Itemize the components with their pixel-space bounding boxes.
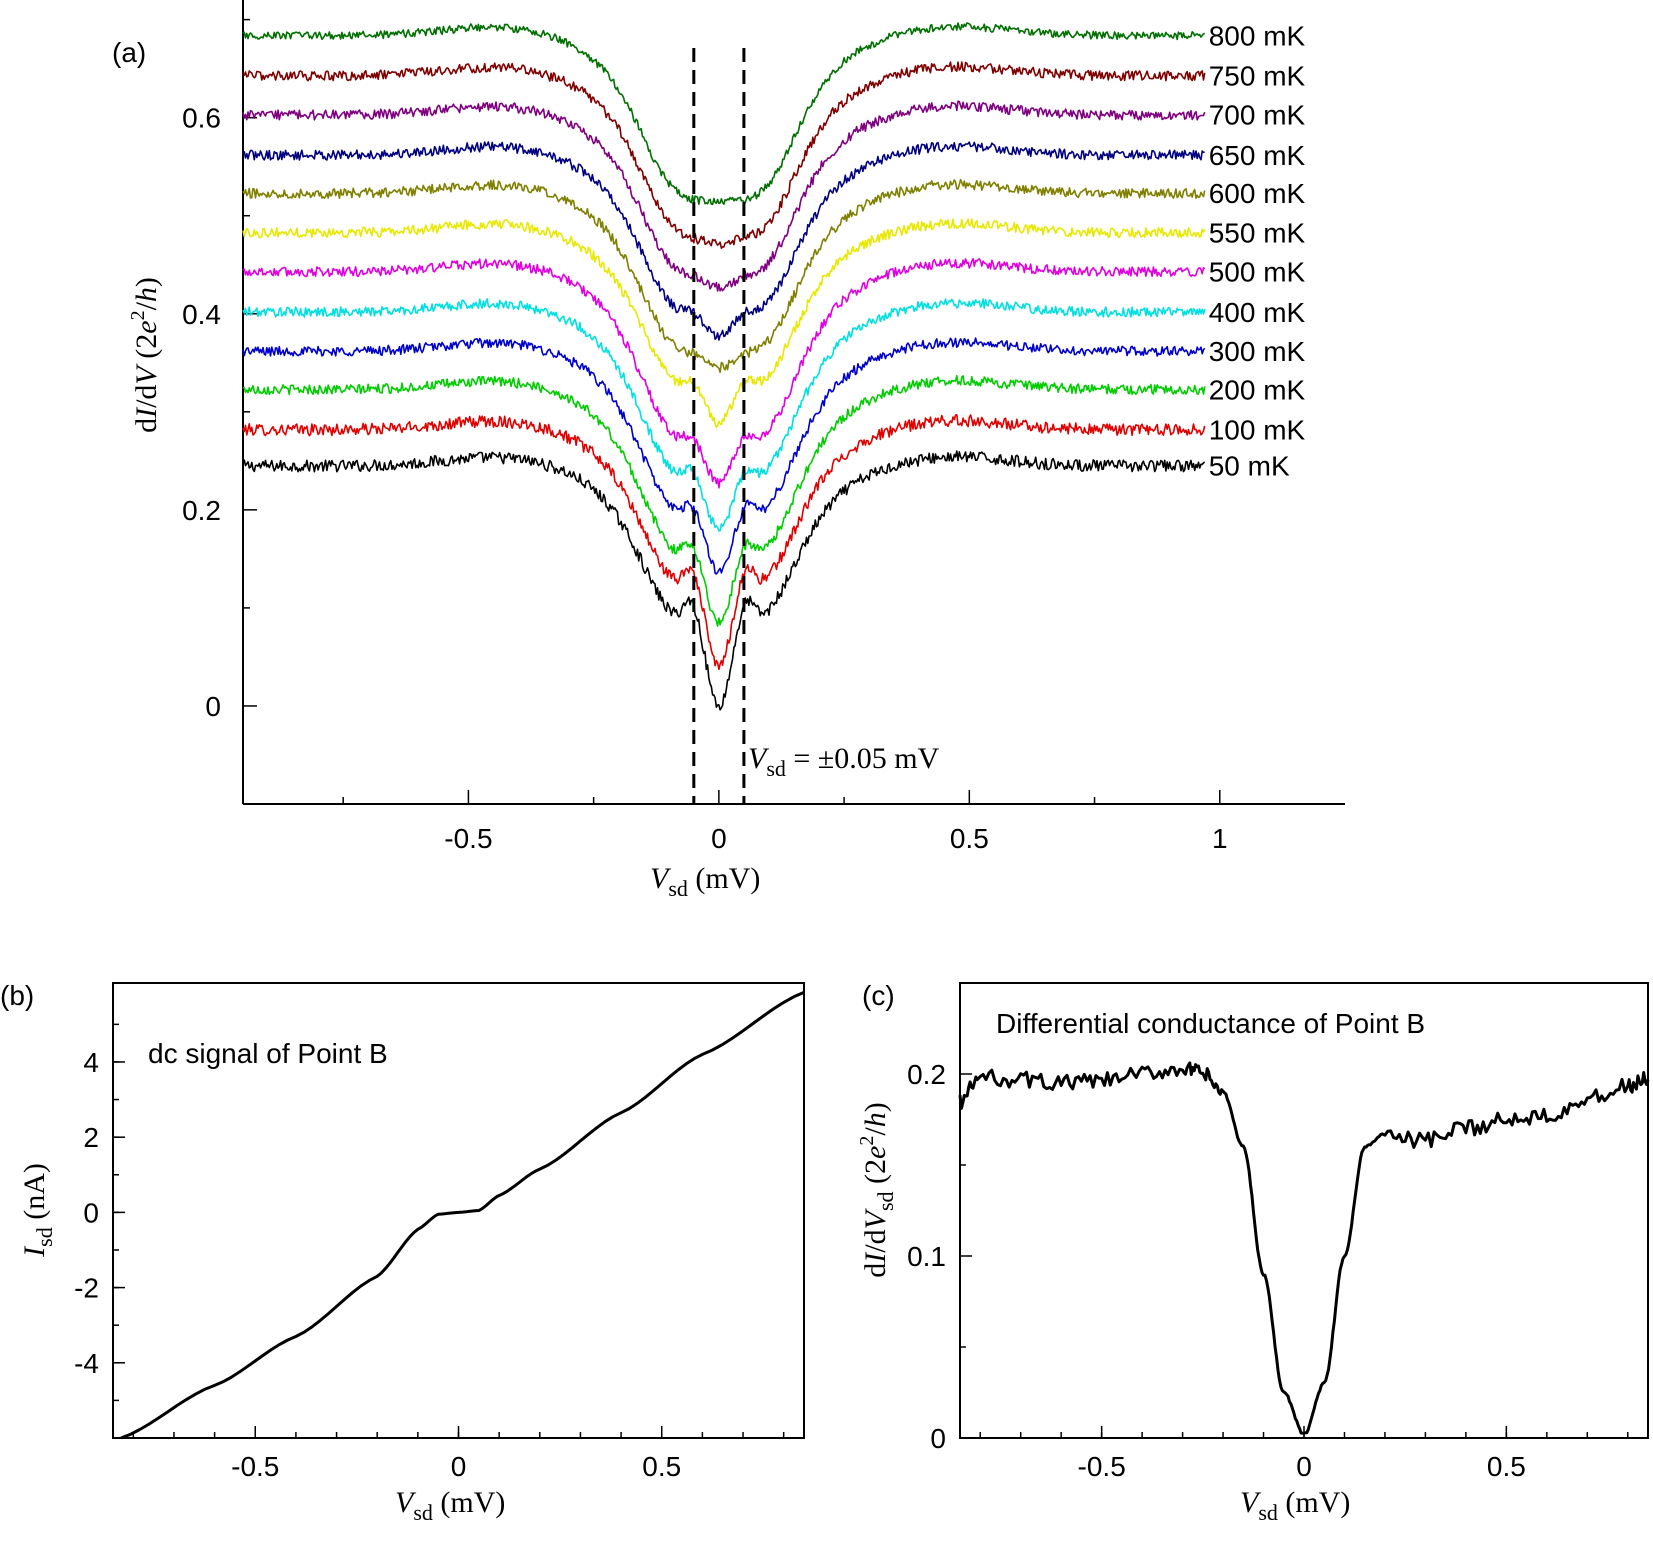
- panel-c-title: Differential conductance of Point B: [996, 1008, 1425, 1039]
- panel-b-title: dc signal of Point B: [148, 1038, 388, 1069]
- panel-a-tag: (a): [112, 37, 146, 68]
- panel-b: (b) -0.5 0 0.5 -4 -2 0 2 4 dc signal of Point B…: [0, 980, 805, 1525]
- panel-a-series-labels: 50 mK 100 mK 200 mK 300 mK 400 mK 500 mK 550 m…: [1209, 20, 1306, 481]
- panel-b-x-tick-label: 0: [451, 1451, 467, 1482]
- series-line-50-mk: [242, 450, 1206, 711]
- panel-b-y-axis-label: Isd (nA): [18, 1163, 57, 1258]
- panel-b-y-tick-label: 2: [83, 1122, 99, 1153]
- series-label-750-mk: 750 mK: [1209, 60, 1306, 91]
- panel-a-x-tick-label: 1: [1212, 823, 1228, 854]
- panel-c-ticks: -0.5 0 0.5 0 0.1 0.2: [907, 982, 1629, 1482]
- panel-c-curve: [958, 1061, 1650, 1435]
- series-label-400-mk: 400 mK: [1209, 297, 1306, 328]
- series-label-100-mk: 100 mK: [1209, 414, 1306, 445]
- panel-a-y-tick-label: 0.2: [182, 495, 221, 526]
- series-line-650-mk: [242, 141, 1205, 341]
- series-label-500-mk: 500 mK: [1209, 257, 1306, 288]
- panel-c-x-tick-label: 0.5: [1487, 1451, 1526, 1482]
- panel-b-y-tick-label: -2: [74, 1273, 99, 1304]
- panel-a-ticks: -0.5 0 0.5 1 0 0.2 0.4 0.6: [182, 18, 1228, 854]
- panel-b-tag: (b): [0, 980, 34, 1011]
- panel-c-x-tick-label: 0: [1296, 1451, 1312, 1482]
- panel-b-y-tick-label: 4: [83, 1047, 99, 1078]
- panel-c-tag: (c): [862, 980, 895, 1011]
- panel-a-y-tick-label: 0.6: [182, 103, 221, 134]
- panel-a-series: [242, 22, 1206, 711]
- series-line-500-mk: [242, 258, 1206, 489]
- panel-c-x-axis-label: Vsd (mV): [1240, 1486, 1350, 1525]
- series-label-700-mk: 700 mK: [1209, 100, 1306, 131]
- panel-a-axes: [242, 0, 1345, 805]
- series-line-800-mk: [242, 22, 1206, 206]
- panel-a-guide-lines: [692, 48, 746, 804]
- panel-a: (a) -0.5 0 0.5 1 0 0.2 0.4 0.6 50 mK 100 mK 200 m…: [112, 0, 1345, 901]
- panel-b-y-tick-label: 0: [83, 1197, 99, 1228]
- panel-b-series: [120, 991, 805, 1440]
- panel-b-ticks: -0.5 0 0.5 -4 -2 0 2 4: [74, 1023, 785, 1482]
- series-label-800-mk: 800 mK: [1209, 20, 1306, 51]
- series-line-550-mk: [242, 218, 1206, 429]
- panel-b-y-tick-label: -4: [74, 1348, 99, 1379]
- panel-a-y-tick-label: 0: [205, 691, 221, 722]
- series-line-400-mk: [242, 298, 1206, 532]
- panel-c-axes: [959, 982, 1649, 1439]
- series-label-200-mk: 200 mK: [1209, 374, 1306, 405]
- panel-c-y-tick-label: 0.1: [907, 1241, 946, 1272]
- panel-a-annotation: Vsd = ±0.05 mV: [748, 742, 940, 781]
- series-label-600-mk: 600 mK: [1209, 178, 1306, 209]
- panel-c-frame: [959, 982, 1649, 1439]
- series-line-200-mk: [242, 374, 1206, 627]
- series-label-300-mk: 300 mK: [1209, 336, 1306, 367]
- series-label-550-mk: 550 mK: [1209, 217, 1306, 248]
- series-line-750-mk: [242, 61, 1206, 249]
- panel-a-x-axis-label: Vsd (mV): [650, 862, 760, 901]
- panel-c-y-axis-label: dI/dVsd (2e2/h): [856, 1102, 898, 1277]
- panel-c-y-tick-label: 0.2: [907, 1059, 946, 1090]
- panel-b-x-axis-label: Vsd (mV): [395, 1486, 505, 1525]
- series-line-700-mk: [242, 100, 1206, 292]
- series-line-600-mk: [242, 178, 1206, 374]
- panel-b-x-tick-label: -0.5: [231, 1451, 279, 1482]
- panel-b-curve: [120, 991, 805, 1440]
- series-label-650-mk: 650 mK: [1209, 140, 1306, 171]
- panel-c-series: [958, 1061, 1650, 1435]
- panel-c-x-tick-label: -0.5: [1078, 1451, 1126, 1482]
- panel-c-y-tick-label: 0: [930, 1423, 946, 1454]
- panel-a-x-tick-label: 0.5: [950, 823, 989, 854]
- series-line-300-mk: [242, 337, 1206, 575]
- series-label-50-mk: 50 mK: [1209, 451, 1290, 482]
- panel-a-y-axis-label: dI/dV (2e2/h): [127, 277, 163, 433]
- panel-a-y-tick-label: 0.4: [182, 299, 221, 330]
- series-line-100-mk: [242, 414, 1206, 671]
- panel-a-x-tick-label: 0: [711, 823, 727, 854]
- panel-a-x-tick-label: -0.5: [444, 823, 492, 854]
- panel-c: (c) -0.5 0 0.5 0 0.1 0.2 Differential conduct…: [856, 980, 1650, 1525]
- panel-b-x-tick-label: 0.5: [642, 1451, 681, 1482]
